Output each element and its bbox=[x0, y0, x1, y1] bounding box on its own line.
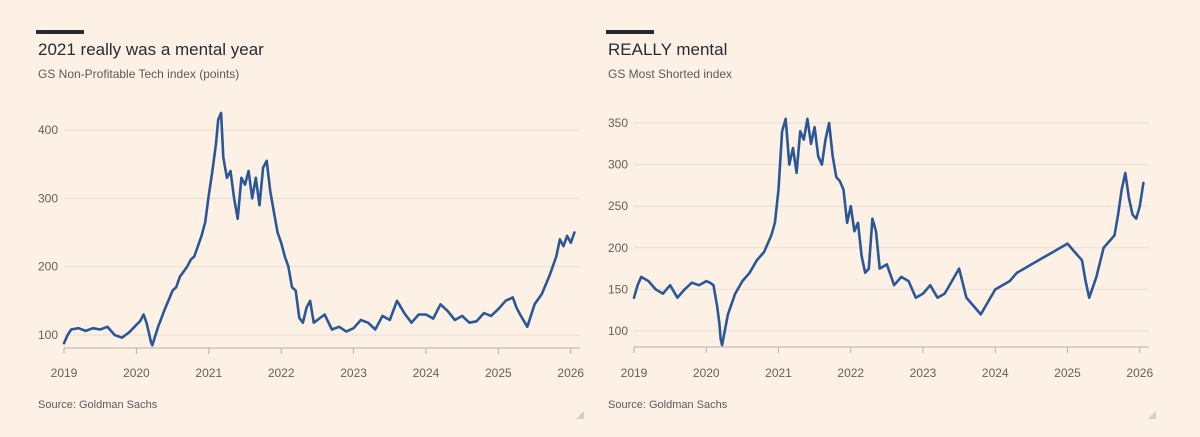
line-chart: 100 200 300 400 2019 2020 2021 2022 2023 2024 2025… bbox=[38, 111, 584, 380]
x-tick-label: 2023 bbox=[910, 366, 937, 380]
chart-subtitle: GS Most Shorted index bbox=[608, 67, 733, 81]
source-note: Source: Goldman Sachs bbox=[38, 399, 158, 411]
y-tick-label: 250 bbox=[608, 199, 628, 213]
chart-subtitle: GS Non-Profitable Tech index (points) bbox=[38, 67, 240, 81]
x-tick-label: 2021 bbox=[765, 366, 792, 380]
chart-panel-left: 2021 really was a mental year GS Non-Pro… bbox=[28, 0, 588, 437]
y-tick-label: 200 bbox=[38, 260, 58, 274]
y-tick-label: 300 bbox=[608, 158, 628, 172]
x-tick-label: 2021 bbox=[195, 366, 222, 380]
line-chart: 100 150 200 250 300 350 2019 2020 2021 2022 2023 20… bbox=[608, 116, 1153, 380]
y-tick-label: 100 bbox=[608, 324, 628, 338]
series-line bbox=[632, 117, 1145, 347]
x-tick-label: 2019 bbox=[51, 366, 78, 380]
y-tick-label: 400 bbox=[38, 123, 58, 137]
y-tick-label: 150 bbox=[608, 282, 628, 296]
x-tick-label: 2022 bbox=[268, 366, 295, 380]
source-note: Source: Goldman Sachs bbox=[608, 399, 728, 411]
chart-title: REALLY mental bbox=[608, 40, 728, 59]
x-tick-label: 2020 bbox=[123, 366, 150, 380]
x-tick-label: 2025 bbox=[485, 366, 512, 380]
title-accent-bar bbox=[36, 30, 84, 34]
chart-panel-right: REALLY mental GS Most Shorted index 100 1… bbox=[598, 0, 1158, 437]
x-tick-label: 2019 bbox=[621, 366, 648, 380]
y-tick-label: 200 bbox=[608, 241, 628, 255]
chart-title: 2021 really was a mental year bbox=[38, 40, 264, 59]
x-tick-label: 2024 bbox=[413, 366, 440, 380]
x-tick-label: 2026 bbox=[1126, 366, 1153, 380]
y-tick-label: 100 bbox=[38, 328, 58, 342]
x-tick-label: 2022 bbox=[837, 366, 864, 380]
x-tick-label: 2023 bbox=[340, 366, 367, 380]
title-accent-bar bbox=[606, 30, 654, 34]
x-tick-label: 2025 bbox=[1054, 366, 1081, 380]
y-tick-label: 350 bbox=[608, 116, 628, 130]
resize-handle-icon bbox=[1148, 411, 1156, 419]
x-tick-label: 2020 bbox=[693, 366, 720, 380]
series-line bbox=[62, 111, 576, 347]
x-tick-label: 2026 bbox=[557, 366, 584, 380]
resize-handle-icon bbox=[576, 411, 584, 419]
x-tick-label: 2024 bbox=[982, 366, 1009, 380]
y-tick-label: 300 bbox=[38, 191, 58, 205]
